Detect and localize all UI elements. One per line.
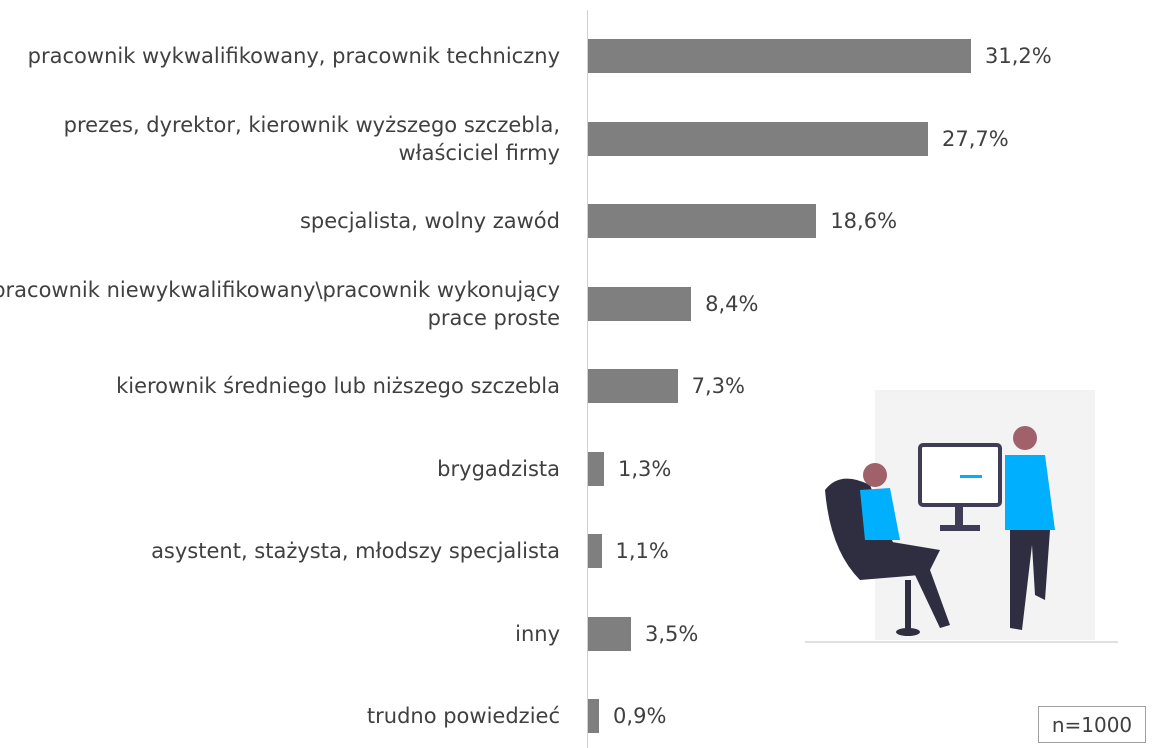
value-label: 1,3%	[618, 457, 671, 481]
illustration	[800, 370, 1120, 650]
bar	[588, 617, 631, 651]
value-label: 31,2%	[985, 44, 1052, 68]
value-label: 3,5%	[645, 622, 698, 646]
value-label: 8,4%	[705, 292, 758, 316]
value-label: 27,7%	[942, 127, 1009, 151]
category-label: specjalista, wolny zawód	[0, 207, 560, 235]
bar	[588, 122, 928, 156]
bar	[588, 534, 602, 568]
category-label: asystent, stażysta, młodszy specjalista	[0, 537, 560, 565]
category-label: pracownik wykwalifikowany, pracownik tec…	[0, 42, 560, 70]
bar	[588, 452, 604, 486]
category-label: pracownik niewykwalifikowany\pracownik w…	[0, 276, 560, 332]
category-label: kierownik średniego lub niższego szczebl…	[0, 372, 560, 400]
bar	[588, 39, 971, 73]
category-label: inny	[0, 620, 560, 648]
category-label: trudno powiedzieć	[0, 702, 560, 730]
value-label: 18,6%	[830, 209, 897, 233]
sample-note: n=1000	[1038, 706, 1146, 743]
chart: n=1000 pracownik wykwalifikowany, pracow…	[0, 0, 1157, 748]
value-label: 1,1%	[616, 539, 669, 563]
bar	[588, 369, 678, 403]
bar	[588, 204, 816, 238]
value-label: 7,3%	[692, 374, 745, 398]
bar	[588, 287, 691, 321]
value-label: 0,9%	[613, 704, 666, 728]
category-label: prezes, dyrektor, kierownik wyższego szc…	[0, 111, 560, 167]
bar	[588, 699, 599, 733]
category-label: brygadzista	[0, 455, 560, 483]
